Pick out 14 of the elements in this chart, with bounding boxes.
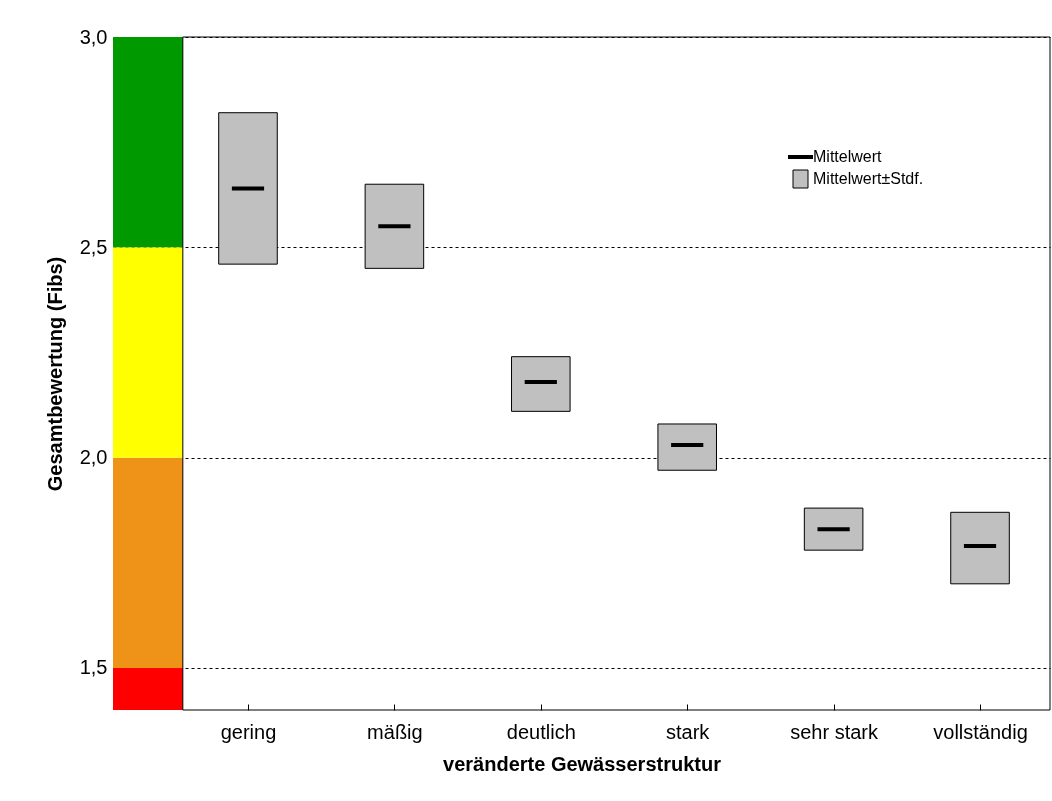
x-tick-label: sehr stark bbox=[790, 720, 880, 743]
y-axis-title: Gesamtbewertung (Fibs) bbox=[43, 256, 66, 492]
y-tick-label: 2,0 bbox=[79, 446, 108, 469]
x-tick-label: mäßig bbox=[367, 720, 423, 743]
annotation: Mittelwert bbox=[813, 148, 883, 165]
y-tick-label: 2,5 bbox=[79, 235, 108, 258]
y-tick-label: 3,0 bbox=[79, 25, 108, 48]
x-axis-title: veränderte Gewässerstruktur bbox=[443, 752, 722, 775]
x-tick-label: vollständig bbox=[933, 720, 1028, 743]
x-tick-label: stark bbox=[666, 720, 711, 743]
x-tick-label: gering bbox=[220, 720, 277, 743]
legend-label: Mittelwert±Stdf. bbox=[813, 170, 924, 187]
y-tick-label: 1,5 bbox=[79, 656, 108, 679]
x-tick-label: deutlich bbox=[506, 720, 576, 743]
